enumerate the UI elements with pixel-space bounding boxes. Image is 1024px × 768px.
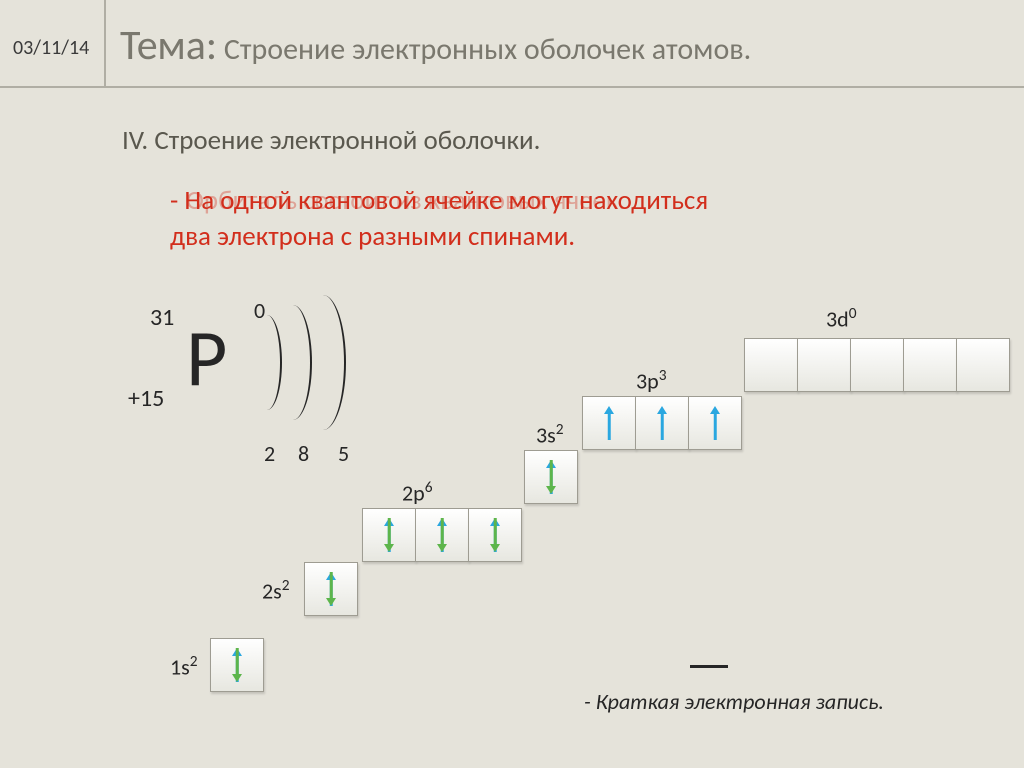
rule-line-1: - На одной квантовой ячейке могут находи… [170,184,708,217]
orbital-label-sup: 3 [659,366,667,385]
orbital-label-base: 3p [636,367,659,394]
atomic-number: +15 [128,384,164,413]
note-text: - Краткая электронная запись. [584,688,884,715]
orbital-cell [304,562,358,616]
title-prefix: Тема: [120,20,217,71]
orbital-label-3s: 3s2 [536,420,564,448]
orbital-label-2p: 2p6 [402,478,433,506]
orbital-label-3d: 3d0 [826,304,857,332]
orbital-label-base: 3d [826,305,849,332]
orbital-label-3p: 3p3 [636,366,667,394]
page-title: Тема: Строение электронных оболочек атом… [120,20,751,71]
orbital-label-sup: 6 [425,478,433,497]
orbital-label-base: 3s [536,421,556,448]
orbital-label-1s: 1s2 [170,652,198,680]
mass-number: 31 [150,303,174,332]
orbital-cell [582,396,636,450]
orbital-cell [524,450,578,504]
orbital-label-2s: 2s2 [262,576,290,604]
orbital-group-1s [210,638,263,692]
orbital-cell [744,338,798,392]
orbital-cell [415,508,469,562]
vertical-divider [104,0,106,86]
orbital-cell [850,338,904,392]
date-label: 03/11/14 [13,36,89,60]
orbital-label-base: 1s [170,653,190,680]
rule-line-2: два электрона с разными спинами. [170,220,575,253]
orbital-group-2p [362,508,521,562]
shell-count-2: 8 [298,440,309,467]
orbital-group-3d [744,338,1009,392]
orbital-group-3p [582,396,741,450]
orbital-cell [956,338,1010,392]
horizontal-divider [0,86,1024,88]
orbital-cell [797,338,851,392]
orbital-label-sup: 2 [282,576,290,595]
orbital-label-sup: 0 [849,304,857,323]
orbital-label-base: 2s [262,577,282,604]
shell-count-3: 5 [338,440,349,467]
section-heading: IV. Строение электронной оболочки. [122,124,540,157]
orbital-group-3s [524,450,577,504]
orbital-cell [210,638,264,692]
shell-arc-3 [300,295,346,430]
orbital-cell [362,508,416,562]
note-dash [690,665,728,668]
orbital-cell [468,508,522,562]
orbital-group-2s [304,562,357,616]
orbital-cell [635,396,689,450]
element-symbol: P [186,310,227,407]
title-rest: Строение электронных оболочек атомов. [217,31,751,68]
orbital-label-sup: 2 [190,652,198,671]
orbital-label-sup: 2 [556,420,564,439]
orbital-label-base: 2p [402,479,425,506]
shell-count-1: 2 [264,440,275,467]
orbital-cell [688,396,742,450]
orbital-cell [903,338,957,392]
